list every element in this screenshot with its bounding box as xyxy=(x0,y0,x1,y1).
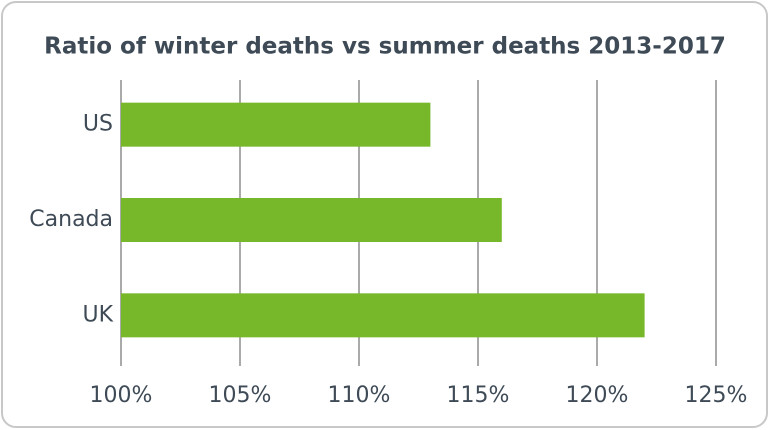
y-tick-label: Canada xyxy=(29,207,113,232)
bar xyxy=(121,293,645,338)
x-tick-label: 100% xyxy=(90,383,153,408)
x-tick-label: 120% xyxy=(566,383,629,408)
x-tick-label: 110% xyxy=(328,383,391,408)
x-tick-label: 125% xyxy=(685,383,748,408)
x-tick-label: 105% xyxy=(209,383,272,408)
bar xyxy=(121,102,431,147)
y-tick-label: UK xyxy=(82,302,113,327)
x-tick-label: 115% xyxy=(447,383,510,408)
y-tick-label: US xyxy=(83,112,113,137)
bar xyxy=(121,198,502,242)
chart-title: Ratio of winter deaths vs summer deaths … xyxy=(44,34,726,60)
